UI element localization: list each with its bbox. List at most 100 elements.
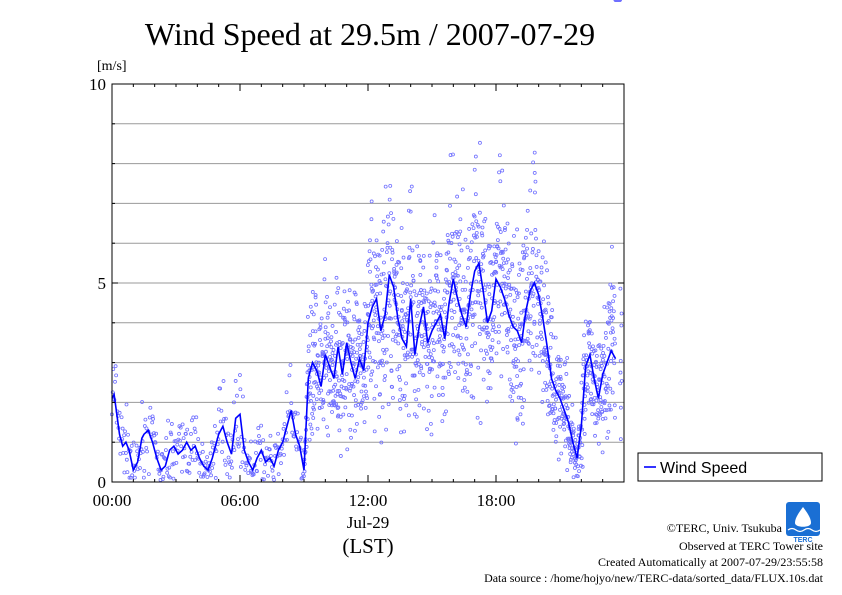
scatter-point bbox=[377, 414, 382, 419]
scatter-point bbox=[569, 455, 574, 460]
scatter-point bbox=[330, 410, 334, 414]
scatter-point bbox=[351, 384, 356, 389]
scatter-point bbox=[279, 446, 284, 451]
scatter-point bbox=[547, 382, 552, 387]
scatter-point bbox=[474, 230, 479, 235]
scatter-point bbox=[500, 168, 505, 173]
scatter-point bbox=[446, 238, 451, 243]
scatter-point bbox=[388, 245, 393, 250]
scatter-point bbox=[380, 358, 384, 363]
scatter-point bbox=[388, 289, 393, 294]
scatter-point bbox=[448, 256, 452, 261]
credit-created-at: Created Automatically at 2007-07-29/23:5… bbox=[598, 555, 823, 569]
scatter-point bbox=[461, 275, 466, 280]
scatter-point bbox=[310, 310, 314, 314]
scatter-point bbox=[551, 411, 556, 416]
scatter-point bbox=[387, 197, 392, 202]
scatter-point bbox=[447, 240, 451, 245]
scatter-point bbox=[373, 313, 378, 317]
scatter-point bbox=[401, 299, 405, 304]
scatter-point bbox=[460, 342, 464, 347]
scatter-point bbox=[325, 344, 330, 349]
scatter-point bbox=[350, 354, 355, 358]
scatter-point bbox=[554, 434, 559, 439]
scatter-point bbox=[393, 315, 398, 320]
scatter-point bbox=[299, 435, 303, 440]
scatter-point bbox=[387, 303, 392, 308]
scatter-point bbox=[342, 289, 347, 294]
scatter-point bbox=[547, 404, 551, 408]
scatter-point bbox=[294, 447, 299, 452]
scatter-point bbox=[481, 253, 486, 258]
scatter-point bbox=[598, 413, 603, 417]
scatter-point bbox=[491, 325, 496, 330]
scatter-point bbox=[426, 299, 431, 304]
scatter-point bbox=[496, 304, 501, 309]
scatter-point bbox=[563, 444, 568, 449]
scatter-point bbox=[408, 332, 413, 337]
scatter-point bbox=[501, 261, 506, 266]
scatter-point bbox=[366, 303, 371, 308]
scatter-point bbox=[601, 343, 606, 348]
scatter-point bbox=[294, 444, 299, 449]
scatter-point bbox=[549, 332, 553, 336]
scatter-point bbox=[226, 455, 231, 460]
scatter-point bbox=[220, 450, 224, 454]
scatter-point bbox=[449, 342, 454, 347]
scatter-point bbox=[265, 455, 270, 460]
scatter-point bbox=[511, 359, 516, 364]
scatter-point bbox=[321, 398, 326, 402]
scatter-point bbox=[404, 403, 409, 408]
scatter-point bbox=[481, 268, 485, 273]
scatter-point bbox=[513, 323, 517, 328]
scatter-point bbox=[506, 329, 511, 334]
scatter-point bbox=[348, 427, 353, 432]
scatter-point bbox=[313, 293, 318, 297]
scatter-point bbox=[587, 345, 592, 350]
scatter-point bbox=[537, 370, 541, 375]
scatter-point bbox=[422, 288, 427, 293]
scatter-point bbox=[362, 420, 367, 425]
scatter-point bbox=[496, 340, 501, 345]
scatter-point bbox=[453, 270, 458, 274]
scatter-point bbox=[380, 247, 385, 252]
scatter-point bbox=[189, 432, 193, 436]
scatter-point bbox=[602, 401, 607, 406]
scatter-point bbox=[243, 461, 248, 466]
scatter-point bbox=[396, 333, 401, 337]
scatter-point bbox=[194, 415, 199, 420]
scatter-point bbox=[211, 461, 216, 466]
scatter-point bbox=[360, 398, 365, 403]
scatter-point bbox=[446, 250, 451, 255]
scatter-point bbox=[583, 407, 588, 412]
scatter-point bbox=[483, 248, 488, 253]
scatter-point bbox=[514, 385, 519, 389]
scatter-point bbox=[343, 320, 348, 324]
scatter-point bbox=[504, 294, 509, 299]
scatter-point bbox=[445, 233, 450, 237]
scatter-point bbox=[350, 340, 355, 345]
scatter-point bbox=[124, 457, 129, 462]
scatter-point bbox=[371, 288, 376, 293]
scatter-point bbox=[490, 359, 494, 364]
scatter-point bbox=[597, 343, 602, 348]
scatter-point bbox=[508, 394, 513, 399]
scatter-point bbox=[417, 291, 422, 295]
scatter-point bbox=[542, 283, 546, 288]
scatter-point bbox=[516, 359, 520, 364]
scatter-point bbox=[585, 373, 590, 378]
scatter-point bbox=[466, 352, 470, 357]
scatter-point bbox=[284, 437, 289, 442]
scatter-point bbox=[408, 290, 413, 295]
scatter-point bbox=[480, 225, 485, 230]
scatter-point bbox=[325, 331, 330, 336]
scatter-point bbox=[410, 373, 415, 378]
scatter-point bbox=[540, 400, 545, 404]
scatter-point bbox=[534, 274, 539, 279]
scatter-point bbox=[418, 273, 423, 277]
scatter-point bbox=[571, 452, 575, 457]
scatter-point bbox=[498, 179, 503, 184]
scatter-point bbox=[385, 241, 390, 246]
scatter-point bbox=[509, 286, 514, 291]
scatter-point bbox=[341, 306, 346, 311]
